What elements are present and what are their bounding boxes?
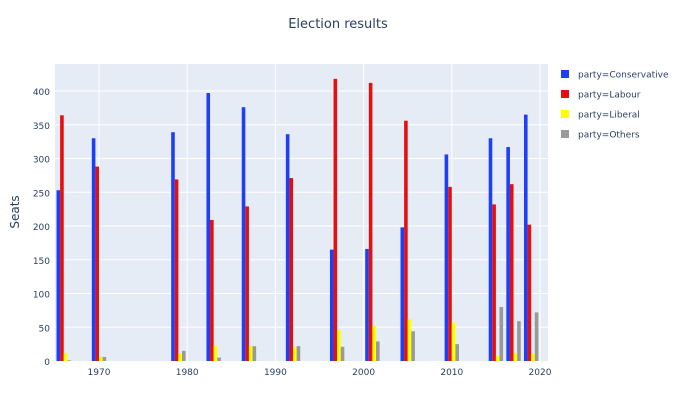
bar-liberal-2001[interactable] [372, 325, 377, 361]
bar-others-2015[interactable] [499, 307, 504, 361]
bar-labour-1983[interactable] [210, 219, 214, 361]
bar-labour-1987[interactable] [245, 206, 249, 361]
bar-conservative-1997[interactable] [329, 249, 334, 361]
bar-liberal-1979[interactable] [178, 353, 182, 361]
bar-others-2001[interactable] [376, 341, 380, 361]
bar-conservative-1966[interactable] [56, 190, 61, 361]
y-tick-label: 400 [33, 88, 50, 98]
x-tick-label: 1970 [88, 368, 111, 378]
legend-swatch[interactable] [561, 90, 569, 98]
bar-liberal-2019[interactable] [531, 353, 535, 361]
bar-labour-2005[interactable] [404, 120, 408, 361]
x-tick-label: 1980 [176, 368, 199, 378]
bar-conservative-1992[interactable] [285, 134, 290, 361]
bar-labour-2019[interactable] [527, 224, 532, 361]
bar-liberal-2010[interactable] [451, 322, 456, 361]
y-tick-label: 250 [33, 189, 50, 199]
y-tick-label: 0 [44, 358, 50, 368]
bar-liberal-1983[interactable] [213, 345, 218, 361]
chart-title: Election results [288, 17, 388, 32]
y-tick-label: 150 [33, 257, 50, 267]
bar-others-1997[interactable] [340, 346, 345, 361]
bar-liberal-2015[interactable] [495, 355, 500, 361]
bar-conservative-2010[interactable] [444, 154, 449, 361]
legend-swatch[interactable] [561, 110, 569, 118]
bar-labour-1992[interactable] [289, 178, 294, 361]
bar-conservative-1970[interactable] [91, 138, 96, 361]
bar-others-1979[interactable] [181, 350, 186, 361]
bar-conservative-2015[interactable] [488, 138, 493, 361]
legend: party=Conservative party=Labour party=Libe… [561, 70, 669, 141]
bar-conservative-1987[interactable] [241, 107, 246, 361]
x-tick-label: 2010 [440, 368, 463, 378]
bar-others-1987[interactable] [252, 346, 257, 361]
bar-labour-2015[interactable] [492, 204, 496, 361]
x-tick-label: 1990 [264, 368, 287, 378]
bar-labour-2001[interactable] [368, 82, 373, 362]
legend-swatch[interactable] [561, 130, 569, 138]
legend-label[interactable]: party=Liberal [578, 111, 640, 121]
bar-labour-1970[interactable] [95, 166, 99, 361]
bar-others-1983[interactable] [217, 357, 221, 361]
bar-others-1992[interactable] [296, 346, 301, 361]
bar-labour-2017[interactable] [509, 184, 514, 361]
plot-background [55, 64, 548, 361]
bar-labour-2010[interactable] [448, 186, 452, 361]
bar-others-2010[interactable] [455, 344, 459, 361]
legend-label[interactable]: party=Others [578, 131, 640, 141]
bar-others-2005[interactable] [411, 331, 415, 361]
bar-liberal-1966[interactable] [63, 352, 68, 361]
bar-liberal-1970[interactable] [99, 356, 103, 361]
y-tick-label: 50 [39, 324, 51, 334]
bar-conservative-2019[interactable] [523, 114, 528, 361]
y-tick-label: 100 [33, 291, 50, 301]
bar-liberal-1997[interactable] [337, 329, 341, 361]
bar-conservative-1983[interactable] [206, 93, 211, 362]
bar-conservative-2001[interactable] [365, 248, 369, 361]
bar-labour-1966[interactable] [60, 115, 64, 361]
bar-liberal-2005[interactable] [407, 319, 412, 361]
bar-others-2017[interactable] [517, 321, 521, 361]
bar-liberal-2017[interactable] [513, 352, 518, 361]
bar-conservative-1979[interactable] [171, 132, 175, 361]
bar-labour-1979[interactable] [174, 179, 179, 361]
bar-conservative-2005[interactable] [400, 227, 405, 361]
y-tick-label: 200 [33, 223, 50, 233]
bar-others-1970[interactable] [102, 356, 107, 361]
bar-liberal-1992[interactable] [293, 347, 297, 362]
legend-label[interactable]: party=Labour [578, 91, 641, 101]
y-tick-label: 350 [33, 122, 50, 132]
legend-label[interactable]: party=Conservative [578, 71, 669, 81]
x-tick-label: 2000 [352, 368, 375, 378]
bar-others-1966[interactable] [67, 360, 71, 361]
bar-others-2019[interactable] [534, 312, 539, 361]
bar-labour-1997[interactable] [333, 78, 338, 361]
legend-swatch[interactable] [561, 70, 569, 78]
bar-conservative-2017[interactable] [506, 147, 510, 361]
y-tick-label: 300 [33, 156, 50, 166]
x-tick-label: 2020 [529, 368, 552, 378]
bar-liberal-1987[interactable] [248, 346, 253, 361]
y-axis-label: Seats [8, 195, 22, 228]
